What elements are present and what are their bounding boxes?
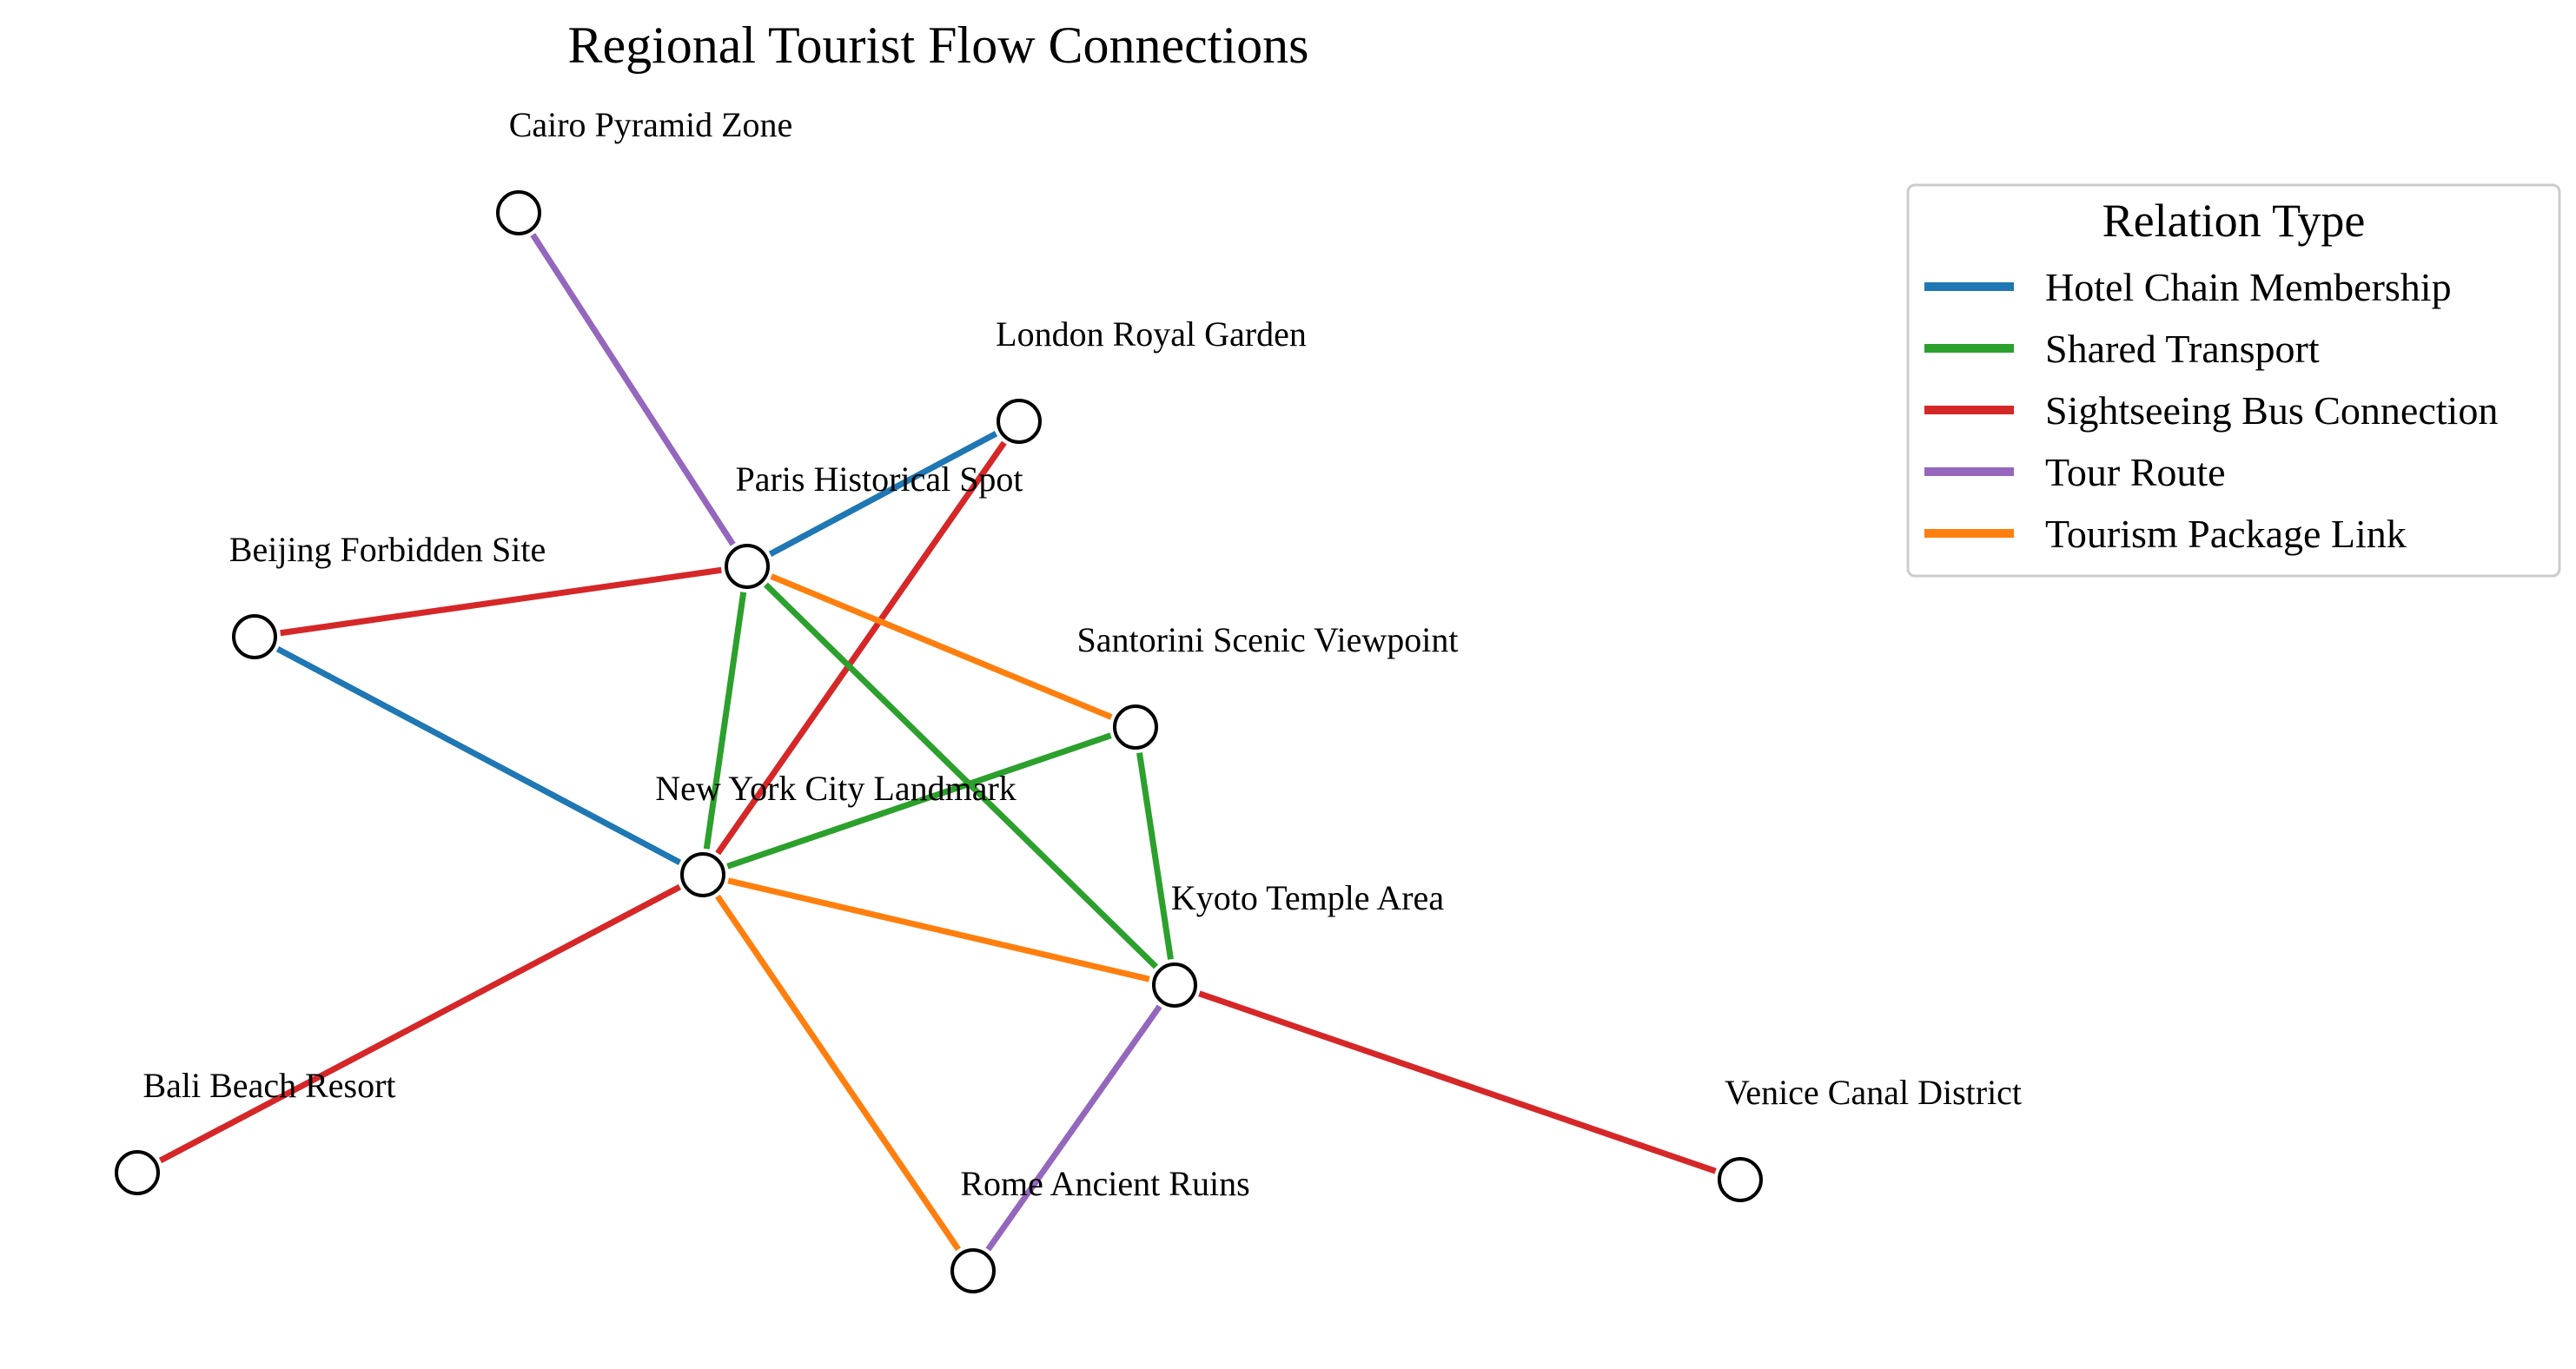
node-london — [997, 399, 1042, 444]
edge-newyork-bali — [158, 883, 682, 1164]
edge-kyoto-venice — [1198, 990, 1717, 1174]
node-label-venice: Venice Canal District — [1725, 1073, 2022, 1112]
node-label-rome: Rome Ancient Ruins — [960, 1164, 1249, 1203]
edge-newyork-london — [715, 440, 1007, 856]
node-paris — [725, 544, 770, 589]
legend-label-2: Sightseeing Bus Connection — [2045, 388, 2498, 433]
edge-paris-london — [768, 431, 998, 557]
edge-santorini-kyoto — [1136, 752, 1174, 960]
legend-label-1: Shared Transport — [2045, 327, 2320, 371]
node-label-paris: Paris Historical Spot — [735, 460, 1023, 499]
legend-label-0: Hotel Chain Membership — [2045, 265, 2452, 309]
node-label-beijing: Beijing Forbidden Site — [229, 530, 546, 569]
edge-kyoto-rome — [985, 1004, 1162, 1252]
edge-paris-santorini — [770, 573, 1113, 720]
node-label-bali: Bali Beach Resort — [142, 1066, 395, 1105]
node-cairo — [496, 190, 541, 235]
edge-paris-kyoto — [763, 582, 1159, 969]
edge-newyork-kyoto — [727, 877, 1150, 982]
legend: Relation Type Hotel Chain Membership Shar… — [1906, 183, 2561, 578]
legend-label-4: Tourism Package Link — [2045, 512, 2407, 556]
node-label-cairo: Cairo Pyramid Zone — [509, 105, 793, 144]
legend-title: Relation Type — [2103, 195, 2366, 247]
node-label-london: London Royal Garden — [996, 314, 1307, 354]
edge-beijing-newyork — [275, 645, 682, 866]
node-label-santorini: Santorini Scenic Viewpoint — [1076, 620, 1458, 659]
legend-box — [1906, 183, 2561, 578]
node-kyoto — [1152, 962, 1197, 1008]
node-beijing — [232, 614, 277, 659]
nodes-layer: Cairo Pyramid Zone London Royal Garden Par… — [115, 105, 2022, 1293]
edge-paris-newyork — [703, 592, 747, 850]
edges-layer — [158, 233, 1717, 1252]
node-rome — [950, 1248, 996, 1293]
diagram-title: Regional Tourist Flow Connections — [567, 17, 1308, 74]
legend-label-3: Tour Route — [2045, 450, 2226, 494]
edge-newyork-santorini — [726, 732, 1112, 870]
node-label-newyork: New York City Landmark — [655, 769, 1016, 808]
edge-beijing-paris — [280, 566, 722, 637]
node-santorini — [1113, 704, 1158, 750]
node-bali — [115, 1150, 160, 1195]
node-newyork — [680, 852, 725, 897]
edge-newyork-rome — [715, 894, 961, 1252]
node-venice — [1718, 1157, 1763, 1202]
node-label-kyoto: Kyoto Temple Area — [1171, 878, 1444, 917]
edge-cairo-paris — [530, 233, 736, 546]
legend-items: Hotel Chain Membership Shared Transport Si… — [1924, 265, 2498, 556]
